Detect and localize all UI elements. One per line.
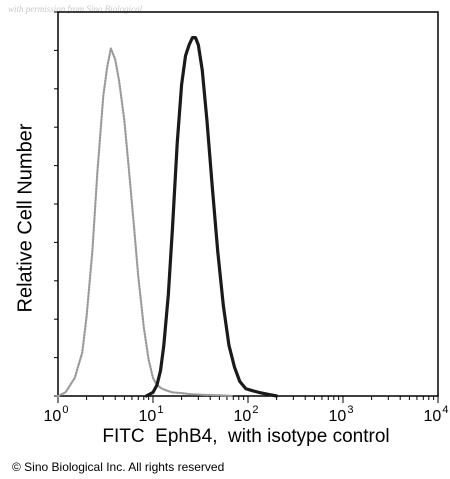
watermark-text: with permission from Sino Biological xyxy=(8,4,143,14)
axis-ticks xyxy=(54,11,439,403)
x-tick-label-exponent: 2 xyxy=(252,404,258,416)
x-tick-label: 104 xyxy=(424,404,449,425)
x-tick-label: 100 xyxy=(44,404,69,425)
x-tick-label-exponent: 0 xyxy=(62,404,68,416)
ephb4-histogram xyxy=(144,36,279,398)
x-tick-label-exponent: 4 xyxy=(442,404,448,416)
x-axis-label: FITC EphB4, with isotype control xyxy=(102,426,390,447)
x-tick-label-exponent: 3 xyxy=(347,404,353,416)
x-tick-label: 101 xyxy=(139,404,164,425)
isotype-control-histogram xyxy=(56,47,235,398)
series-layer xyxy=(56,36,279,398)
x-tick-label: 102 xyxy=(234,404,259,425)
plot-frame xyxy=(57,11,439,397)
x-tick-label: 103 xyxy=(329,404,354,425)
x-tick-label-exponent: 1 xyxy=(157,404,163,416)
y-axis-label: Relative Cell Number xyxy=(14,123,37,313)
x-tick-labels: 100 101 102 103 104 xyxy=(44,404,449,425)
copyright-text: © Sino Biological Inc. All rights reserv… xyxy=(12,460,225,474)
